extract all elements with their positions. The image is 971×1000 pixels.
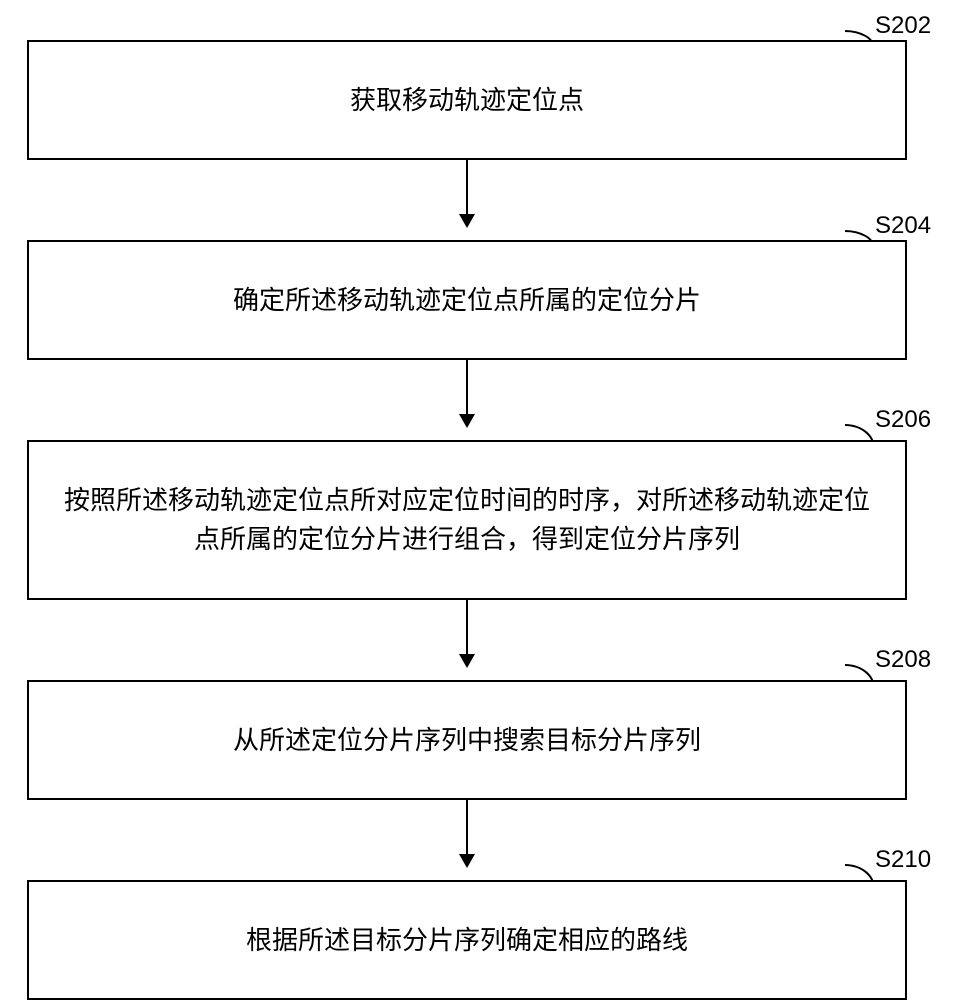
step-box-3: 按照所述移动轨迹定位点所对应定位时间的时序，对所述移动轨迹定位点所属的定位分片进… xyxy=(27,440,907,600)
step-text-3: 按照所述移动轨迹定位点所对应定位时间的时序，对所述移动轨迹定位点所属的定位分片进… xyxy=(59,481,875,559)
arrow-3-4 xyxy=(466,600,468,666)
step-label-5: S210 xyxy=(875,846,931,874)
step-box-5: 根据所述目标分片序列确定相应的路线 xyxy=(27,880,907,1000)
step-box-4: 从所述定位分片序列中搜索目标分片序列 xyxy=(27,680,907,800)
step-box-1: 获取移动轨迹定位点 xyxy=(27,40,907,160)
step-label-3: S206 xyxy=(875,406,931,434)
flowchart-container: S202 获取移动轨迹定位点 S204 确定所述移动轨迹定位点所属的定位分片 S… xyxy=(0,0,971,1000)
step-text-2: 确定所述移动轨迹定位点所属的定位分片 xyxy=(233,281,701,320)
arrow-1-2 xyxy=(466,160,468,226)
arrow-4-5 xyxy=(466,800,468,866)
step-text-1: 获取移动轨迹定位点 xyxy=(350,81,584,120)
step-text-5: 根据所述目标分片序列确定相应的路线 xyxy=(246,921,688,960)
step-label-1: S202 xyxy=(875,12,931,40)
arrow-2-3 xyxy=(466,360,468,426)
step-label-4: S208 xyxy=(875,646,931,674)
step-label-2: S204 xyxy=(875,212,931,240)
step-text-4: 从所述定位分片序列中搜索目标分片序列 xyxy=(233,721,701,760)
step-box-2: 确定所述移动轨迹定位点所属的定位分片 xyxy=(27,240,907,360)
